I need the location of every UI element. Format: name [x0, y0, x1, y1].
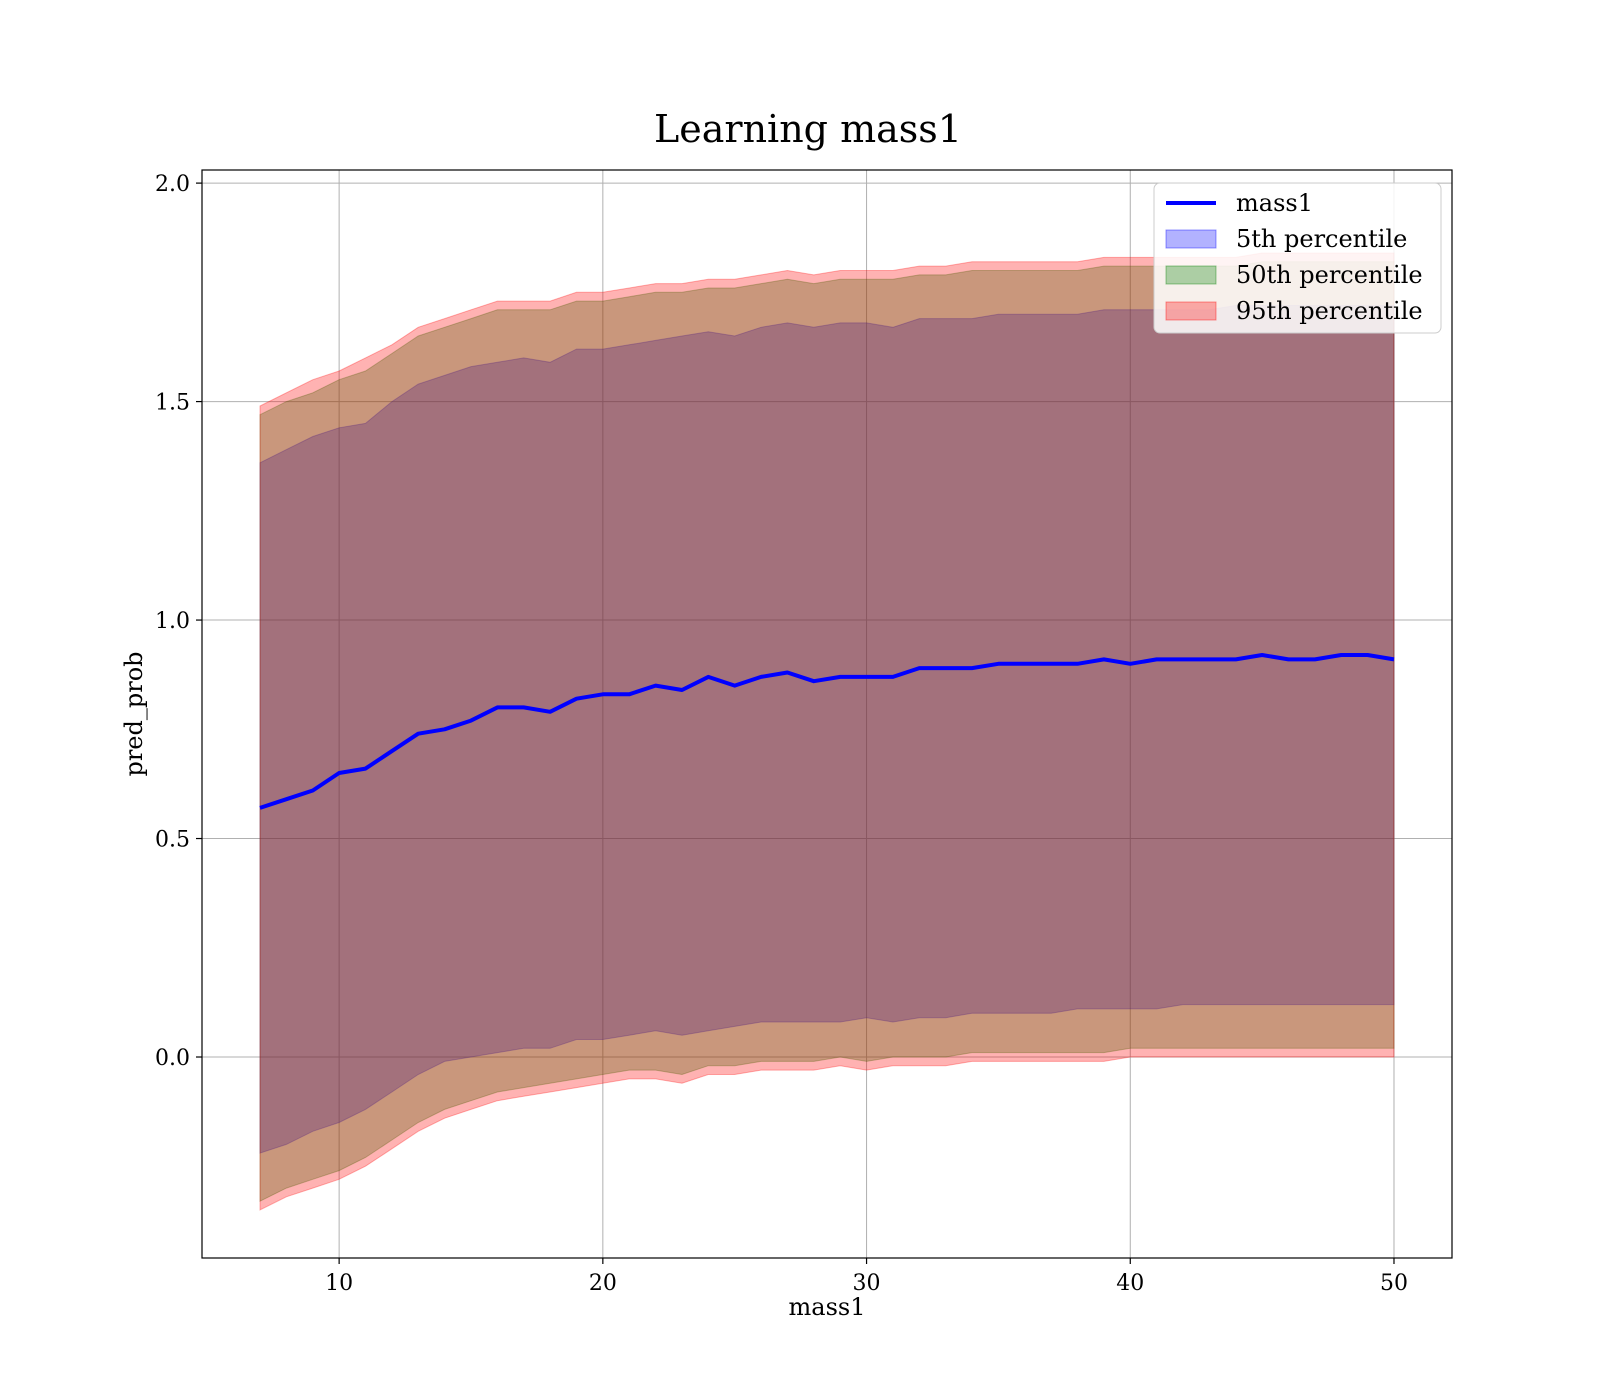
x-tick-label: 20 [589, 1271, 617, 1296]
series-line-mass1 [259, 653, 1395, 810]
plot-area [201, 169, 1453, 1259]
x-tick-label: 40 [1116, 1271, 1144, 1296]
x-axis-label: mass1 [789, 1293, 866, 1321]
legend-box [1153, 182, 1442, 334]
y-axis-label: pred_prob [120, 651, 148, 776]
legend-label: mass1 [1236, 189, 1313, 217]
x-tick-label: 50 [1380, 1271, 1408, 1296]
y-tick-label: 0.0 [155, 1046, 190, 1071]
y-tick-label: 1.0 [155, 609, 190, 634]
y-tick-label: 0.5 [155, 828, 190, 853]
y-axis-ticks: 0.0 0.5 1.0 1.5 2.0 [155, 172, 202, 1071]
plot-frame [201, 169, 1453, 1259]
y-tick-label: 2.0 [155, 172, 190, 197]
legend-label: 50th percentile [1236, 261, 1423, 289]
legend: mass1 5th percentile 50th percentile 95th p… [1153, 182, 1442, 334]
grid-lines [202, 170, 1452, 1258]
x-tick-label: 10 [325, 1271, 353, 1296]
percentile-bands [259, 252, 1395, 1211]
legend-label: 5th percentile [1236, 225, 1407, 253]
legend-swatch-band [1165, 229, 1217, 249]
legend-swatch-band [1165, 301, 1217, 321]
legend-swatch-band [1165, 265, 1217, 285]
band-50th-percentile [259, 261, 1395, 1203]
x-tick-label: 30 [853, 1271, 881, 1296]
legend-label: 95th percentile [1236, 297, 1423, 325]
x-axis-ticks: 10 20 30 40 50 [325, 1258, 1408, 1296]
chart-title: Learning mass1 [654, 107, 962, 151]
band-95th-percentile [259, 252, 1395, 1211]
y-tick-label: 1.5 [155, 391, 190, 416]
band-5th-percentile [259, 305, 1395, 1154]
plot-background [202, 170, 1452, 1258]
series-lines [259, 653, 1395, 810]
